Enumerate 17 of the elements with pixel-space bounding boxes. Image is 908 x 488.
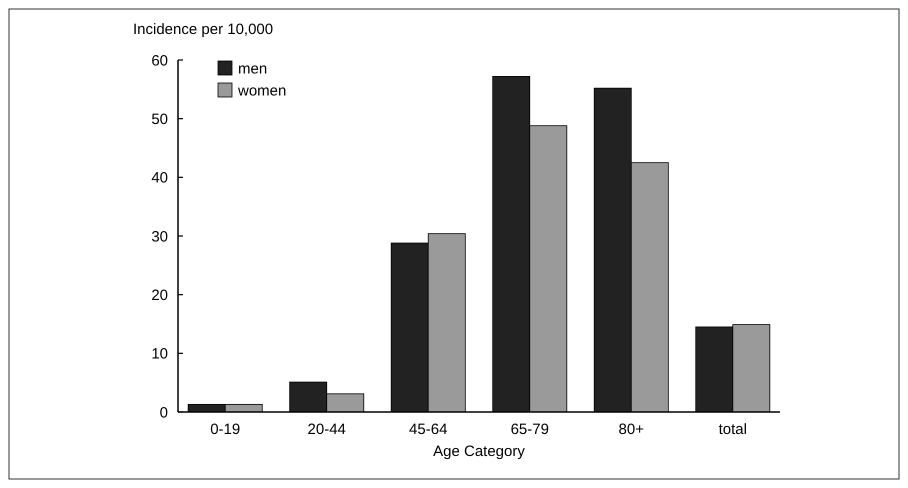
- y-tick-label: 30: [151, 228, 168, 246]
- y-tick-label: 10: [151, 346, 168, 363]
- x-tick-label: 45-64: [409, 421, 448, 438]
- y-tick-label: 0: [160, 404, 168, 422]
- legend-label: women: [237, 82, 286, 100]
- x-tick-label: 0-19: [210, 421, 240, 438]
- y-tick-label: 40: [151, 170, 168, 187]
- y-tick-label: 50: [151, 110, 168, 128]
- x-tick-label: 20-44: [308, 421, 346, 438]
- y-axis-title: Incidence per 10,000: [133, 21, 274, 38]
- x-tick-label: 65-79: [510, 421, 549, 438]
- x-tick-label: total: [718, 421, 747, 438]
- y-tick-label: 20: [151, 286, 168, 304]
- x-tick-label: 80+: [618, 421, 644, 438]
- y-tick-label: 60: [151, 52, 168, 70]
- x-axis-title: Age Category: [433, 443, 526, 460]
- legend-label: men: [238, 60, 268, 78]
